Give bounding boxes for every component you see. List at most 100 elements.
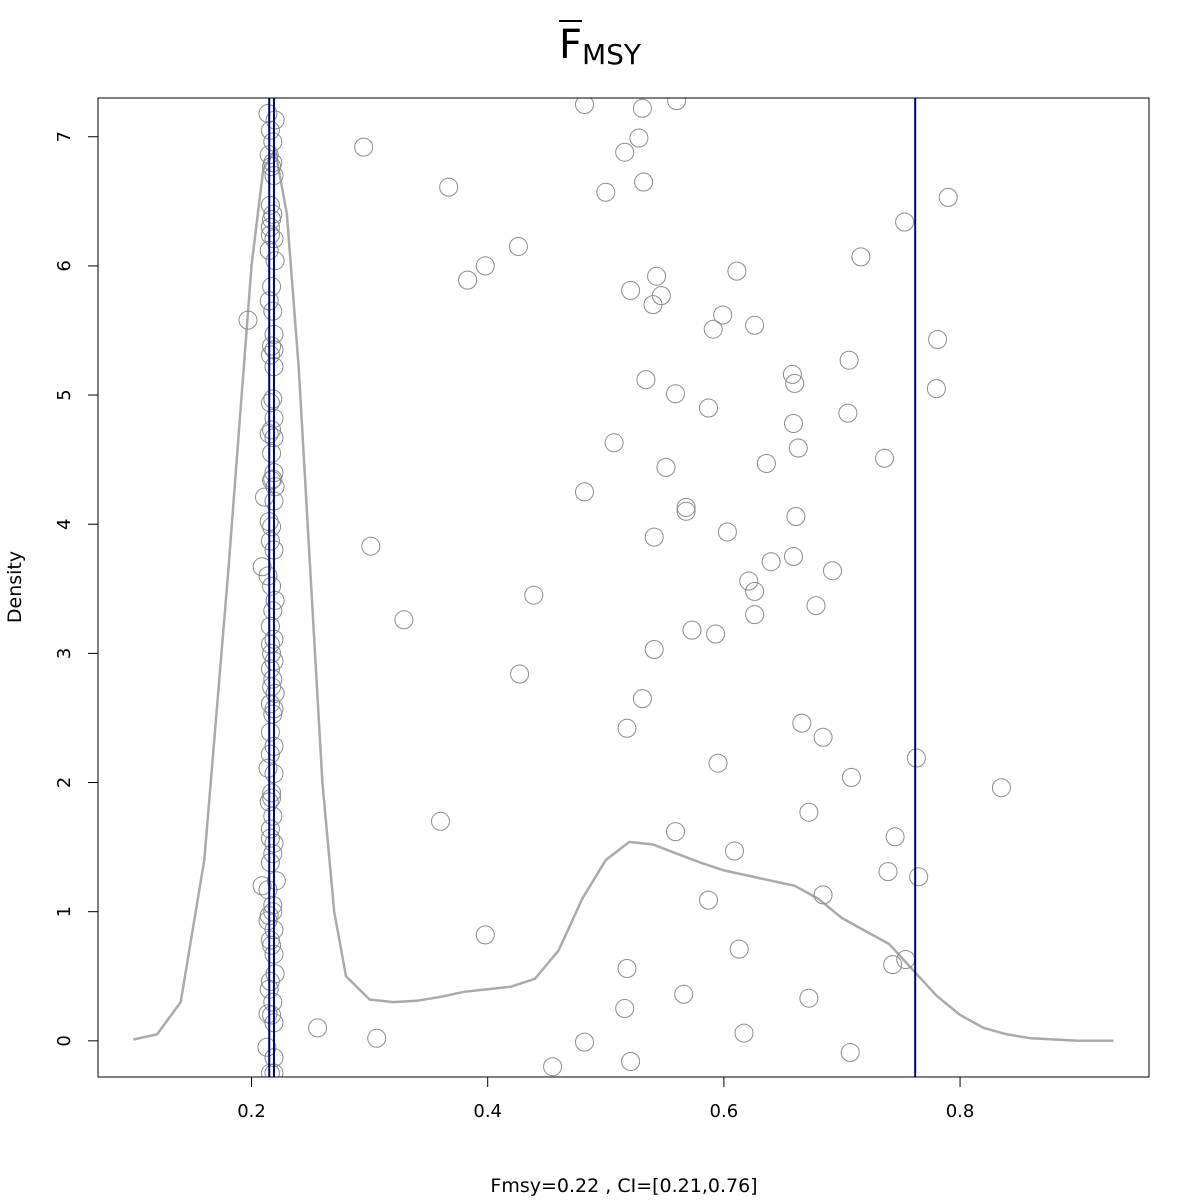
scatter-point: [258, 758, 278, 778]
scatter-point: [745, 581, 765, 601]
scatter-point: [263, 601, 283, 621]
scatter-point: [604, 433, 624, 453]
scatter-point: [928, 330, 948, 349]
y-tick-label: 7: [54, 131, 75, 142]
scatter-point: [615, 999, 635, 1018]
scatter-point: [394, 610, 414, 630]
scatter-point: [896, 950, 916, 969]
y-tick-label: 2: [54, 777, 75, 788]
scatter-point: [262, 935, 282, 955]
scatter-point: [308, 1018, 328, 1038]
scatter-point: [265, 251, 285, 271]
scatter-point: [676, 497, 696, 517]
scatter-point: [252, 876, 272, 896]
scatter-point: [238, 310, 258, 330]
scatter-point: [729, 939, 749, 959]
scatter-point: [260, 828, 280, 848]
scatter-point: [262, 420, 282, 440]
scatter-point: [575, 1032, 594, 1052]
scatter-point: [725, 841, 744, 861]
y-tick-label: 5: [54, 389, 75, 400]
scatter-point: [263, 844, 283, 864]
chart-title: FMSY: [0, 22, 1200, 71]
scatter-point: [906, 748, 926, 768]
scatter-point: [875, 448, 894, 468]
scatter-point: [252, 557, 272, 577]
scatter-point: [823, 561, 842, 581]
scatter-point: [255, 487, 274, 507]
x-tick-label: 0.8: [946, 1101, 975, 1122]
scatter-point: [647, 266, 667, 286]
scatter-point: [806, 596, 826, 616]
scatter-point: [260, 634, 280, 654]
scatter-point: [840, 1043, 860, 1062]
scatter-point: [439, 177, 459, 197]
y-tick-label: 3: [54, 648, 75, 659]
scatter-point: [615, 142, 635, 162]
scatter-point: [895, 212, 915, 232]
y-tick-label: 4: [54, 518, 75, 529]
scatter-point: [734, 1023, 754, 1043]
scatter-point: [632, 98, 652, 118]
scatter-point: [367, 1028, 387, 1048]
title-subscript: MSY: [581, 38, 642, 71]
scatter-point: [739, 571, 759, 591]
scatter-point: [617, 718, 637, 738]
scatter-point: [262, 443, 282, 463]
x-axis-label: Fmsy=0.22 , CI=[0.21,0.76]: [490, 1175, 758, 1197]
scatter-point: [617, 959, 637, 978]
x-tick-label: 0.4: [473, 1101, 502, 1122]
scatter-point: [262, 277, 282, 297]
scatter-point: [260, 393, 280, 413]
scatter-point: [260, 853, 280, 873]
scatter-point: [263, 992, 283, 1012]
scatter-point: [260, 971, 280, 991]
scatter-point: [475, 925, 495, 945]
scatter-point: [745, 605, 765, 625]
scatter-point: [257, 1037, 277, 1057]
scatter-point: [258, 566, 278, 586]
scatter-point: [263, 895, 283, 915]
scatter-point: [621, 1052, 641, 1071]
density-curve: [133, 146, 1114, 1043]
scatter-point: [813, 727, 833, 747]
scatter-point: [262, 783, 282, 803]
scatter-point: [596, 182, 616, 202]
scatter-point: [644, 527, 664, 547]
scatter-point: [263, 301, 283, 321]
scatter-point: [262, 209, 282, 229]
scatter-point: [938, 187, 958, 207]
scatter-point: [717, 522, 737, 542]
scatter-point: [878, 862, 898, 882]
x-tick-label: 0.2: [237, 1101, 266, 1122]
scatter-point: [666, 384, 685, 404]
scatter-point: [885, 827, 905, 847]
y-tick-label: 1: [54, 906, 75, 917]
scatter-point: [621, 280, 641, 300]
scatter-point: [799, 802, 819, 822]
scatter-point: [260, 195, 280, 215]
scatter-point: [262, 643, 282, 663]
scatter-point: [667, 98, 687, 111]
scatter-point: [260, 722, 280, 742]
scatter-point: [260, 225, 280, 245]
scatter-point: [260, 345, 280, 365]
scatter-point: [475, 256, 495, 276]
scatter-point: [575, 98, 594, 114]
scatter-point: [841, 767, 861, 787]
scatter-point: [644, 640, 664, 659]
scatter-point: [260, 120, 280, 140]
scatter-point: [354, 137, 374, 157]
scatter-point: [792, 713, 812, 733]
scatter-point: [258, 911, 278, 931]
scatter-point: [263, 153, 283, 173]
scatter-point: [265, 110, 285, 130]
scatter-point: [636, 370, 656, 390]
scatter-point: [258, 1004, 278, 1024]
scatter-point: [643, 295, 663, 315]
plot-area: [133, 98, 1114, 1077]
scatter-point: [575, 482, 594, 502]
scatter-point: [676, 501, 696, 521]
scatter-point: [713, 305, 733, 325]
